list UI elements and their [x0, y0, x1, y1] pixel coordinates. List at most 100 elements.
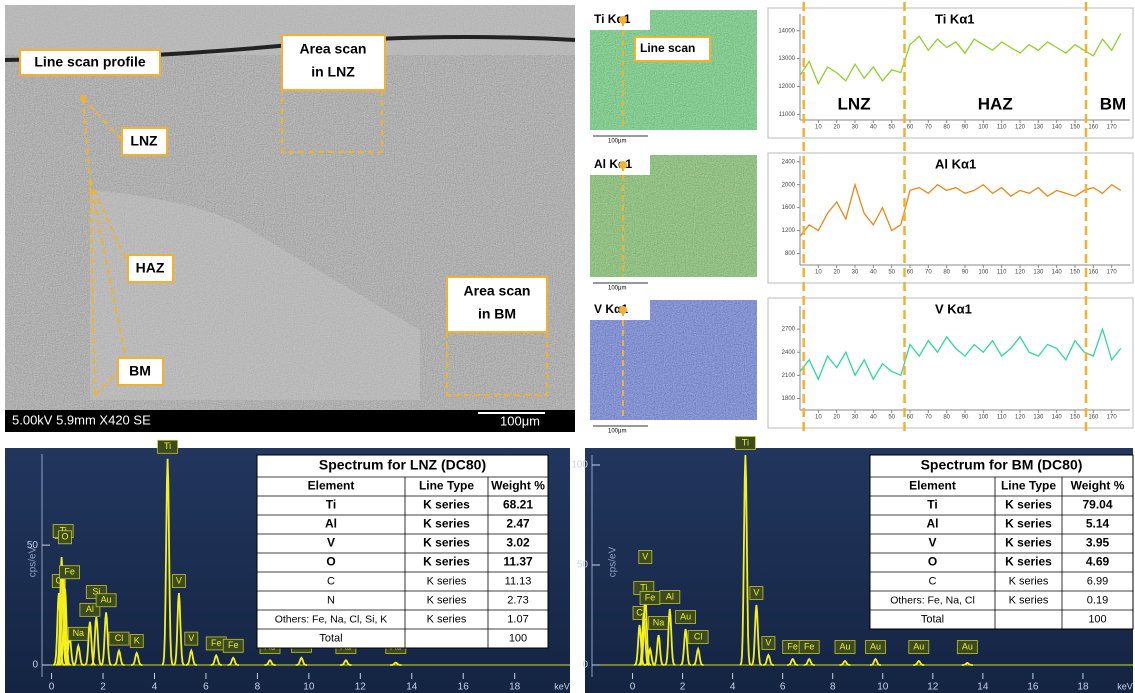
- table-title: Spectrum for BM (DC80): [921, 457, 1083, 473]
- table-cell: Ti: [326, 498, 336, 512]
- x-tick-label: 4: [152, 682, 158, 693]
- x-tick-label: 16: [1027, 682, 1039, 693]
- figure: 5.00kV 5.9mm X420 SE 100μm Line scan pro…: [0, 0, 1135, 693]
- label: in LNZ: [311, 64, 355, 80]
- y-tick-label: 1200: [782, 228, 796, 234]
- x-tick-label: 30: [852, 415, 859, 421]
- table-header: Weight %: [1071, 479, 1125, 493]
- x-tick-label: 60: [907, 270, 914, 276]
- y-tick-label: 0: [32, 660, 38, 671]
- x-tick-label: 40: [870, 270, 877, 276]
- table-cell: K series: [423, 536, 470, 550]
- map-scan-dot: [619, 161, 627, 169]
- table-cell: Others: Fe, Na, Cl, Si, K: [275, 613, 388, 625]
- x-tick-label: 10: [303, 682, 315, 693]
- table-cell: K series: [1005, 536, 1052, 550]
- peak-label: Au: [870, 641, 881, 651]
- x-tick-label: 120: [1015, 415, 1026, 421]
- table-cell: K series: [1005, 517, 1052, 531]
- x-tick-label: 130: [1033, 270, 1044, 276]
- label: HAZ: [136, 260, 165, 276]
- x-tick-label: 50: [888, 270, 895, 276]
- table-header: Line Type: [1001, 479, 1056, 493]
- table-cell: Others: Fe, Na, Cl: [890, 594, 975, 606]
- x-tick-label: 30: [852, 125, 859, 131]
- table-cell: O: [928, 555, 937, 569]
- y-tick-label: 11000: [779, 112, 796, 118]
- table-cell: K series: [427, 575, 467, 587]
- peak-label: Cl: [694, 631, 703, 641]
- table-cell: K series: [1009, 575, 1049, 587]
- peak-label: Au: [913, 641, 924, 651]
- x-tick-label: 90: [962, 125, 969, 131]
- plot-frame: [768, 298, 1133, 428]
- line-scan-label: Line scan: [640, 41, 695, 55]
- table-cell: 0.19: [1087, 594, 1108, 606]
- table-cell: Total: [921, 613, 944, 625]
- table-cell: C: [327, 575, 335, 587]
- x-tick-label: 10: [877, 682, 889, 693]
- sem-info: 5.00kV 5.9mm X420 SE: [12, 412, 151, 427]
- x-tick-label: 120: [1015, 270, 1026, 276]
- x-tick-label: 80: [943, 125, 950, 131]
- x-tick-label: 60: [907, 415, 914, 421]
- table-header: Element: [308, 479, 355, 493]
- y-tick-label: 1600: [782, 205, 796, 211]
- peak-label: Fe: [228, 640, 239, 650]
- peak-label: Na: [73, 628, 85, 638]
- x-tick-label: 14: [406, 682, 418, 693]
- y-tick-label: 50: [577, 560, 589, 571]
- x-tick-label: 40: [870, 415, 877, 421]
- peak-label: O: [61, 532, 68, 542]
- plot-frame: [768, 8, 1133, 138]
- x-tick-label: 110: [997, 270, 1007, 276]
- label: Line scan profile: [34, 54, 145, 70]
- zone-label: LNZ: [838, 94, 871, 113]
- x-tick-label: 20: [833, 125, 840, 131]
- peak-label: V: [188, 633, 194, 643]
- peak-label: Ti: [164, 441, 171, 451]
- x-tick-label: 160: [1088, 270, 1099, 276]
- peak-label: Fe: [645, 592, 656, 602]
- x-tick-label: 16: [458, 682, 470, 693]
- peak-label: Au: [101, 595, 112, 605]
- x-tick-label: 0: [630, 682, 636, 693]
- table-title: Spectrum for LNZ (DC80): [319, 457, 486, 473]
- x-tick-label: 170: [1107, 415, 1118, 421]
- x-tick-label: 20: [833, 270, 840, 276]
- x-tick-label: 110: [997, 415, 1007, 421]
- x-unit: keV: [554, 681, 570, 691]
- table-cell: 2.47: [506, 517, 530, 531]
- table-header: Weight %: [491, 479, 545, 493]
- sem-scale: 100μm: [500, 413, 540, 428]
- plot-frame: [768, 153, 1133, 283]
- x-tick-label: 110: [997, 125, 1007, 131]
- label: Area scan: [300, 41, 367, 57]
- y-tick-label: 2400: [782, 159, 796, 165]
- y-tick-label: 2100: [782, 373, 796, 379]
- y-tick-label: 2700: [782, 327, 796, 333]
- x-tick-label: 4: [730, 682, 736, 693]
- x-tick-label: 140: [1052, 125, 1063, 131]
- x-tick-label: 170: [1107, 270, 1118, 276]
- peak-label: Na: [653, 617, 665, 627]
- x-tick-label: 12: [355, 682, 367, 693]
- peak-label: V: [765, 637, 771, 647]
- x-tick-label: 100: [978, 415, 989, 421]
- scan-start: [80, 95, 86, 101]
- x-tick-label: 130: [1033, 125, 1044, 131]
- peak-label: V: [642, 551, 648, 561]
- x-tick-label: 8: [255, 682, 261, 693]
- table-cell: K series: [423, 498, 470, 512]
- plot-title: Ti Kα1: [935, 11, 975, 26]
- x-tick-label: 2: [680, 682, 686, 693]
- peak-label: Fe: [804, 641, 815, 651]
- peak-label: K: [134, 635, 140, 645]
- table-cell: O: [326, 555, 335, 569]
- x-tick-label: 70: [925, 125, 932, 131]
- y-axis-label: cps/eV: [28, 546, 39, 577]
- map-scale: 100μm: [608, 286, 626, 292]
- table-cell: Total: [319, 632, 342, 644]
- x-tick-label: 50: [888, 125, 895, 131]
- x-tick-label: 160: [1088, 415, 1099, 421]
